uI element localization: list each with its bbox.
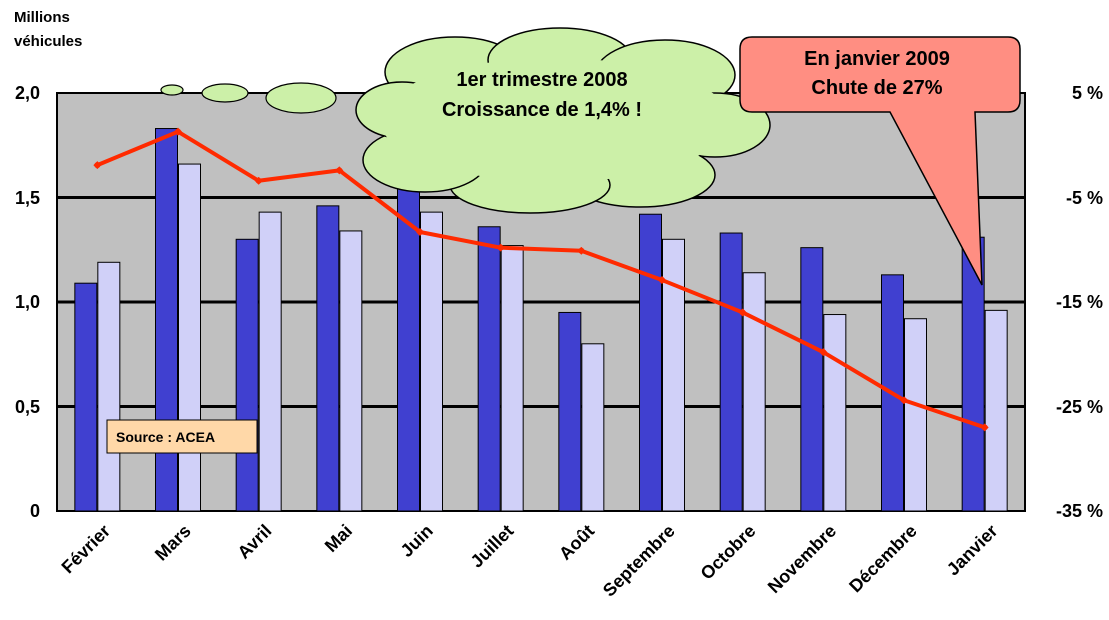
bar [97, 261, 121, 512]
x-tick-label: Août [555, 521, 598, 564]
bar [477, 226, 501, 512]
line-point [981, 424, 988, 431]
right-tick-label: -5 % [1066, 188, 1103, 208]
x-tick-label: Juillet [467, 521, 518, 572]
bar [420, 211, 443, 512]
x-tick-label: Juin [397, 521, 437, 561]
x-tick-label: Novembre [764, 521, 840, 597]
line-point [497, 244, 504, 251]
left-tick-label: 0,5 [15, 397, 40, 417]
x-tick-label: Février [58, 521, 115, 578]
left-axis-ticks: 0 0,5 1,0 1,5 2,0 [15, 83, 40, 521]
y-unit-label-line1: Millions [14, 9, 70, 26]
bar [500, 245, 524, 512]
line-point [94, 162, 101, 169]
x-tick-label: Avril [234, 521, 276, 563]
line-point [417, 228, 423, 235]
bar [178, 163, 201, 512]
line-point [255, 177, 262, 184]
bar [904, 318, 927, 512]
left-tick-label: 1,0 [15, 292, 40, 312]
bar [155, 128, 178, 512]
line-point [739, 309, 746, 316]
line-point [659, 277, 665, 284]
cloud-line1: 1er trimestre 2008 [456, 69, 627, 91]
x-tick-label: Septembre [599, 521, 679, 601]
bar [742, 272, 766, 512]
x-tick-label: Décembre [845, 521, 921, 597]
x-tick-label: Mars [151, 521, 195, 565]
cloud-line2: Croissance de 1,4% ! [442, 99, 642, 121]
right-tick-label: -15 % [1056, 292, 1103, 312]
growth-line [93, 127, 989, 432]
bar [74, 282, 98, 512]
left-tick-label: 1,5 [15, 188, 40, 208]
bar [235, 238, 259, 512]
line-point [336, 167, 343, 174]
x-tick-label: Janvier [943, 521, 1002, 580]
line-point [901, 397, 907, 404]
left-tick-label: 2,0 [15, 83, 40, 103]
right-tick-label: -25 % [1056, 397, 1103, 417]
line-point [820, 349, 827, 356]
right-tick-label: 5 % [1072, 83, 1103, 103]
bar [719, 232, 743, 512]
bar [581, 343, 605, 512]
x-tick-label: Mai [321, 521, 356, 556]
callout-line2: Chute de 27% [811, 77, 942, 99]
callout-line1: En janvier 2009 [804, 48, 950, 70]
line-point [578, 247, 585, 254]
growth-points [94, 128, 988, 431]
callout-annotation: En janvier 2009 Chute de 27% [739, 36, 1021, 286]
y-unit-label-line2: véhicules [14, 33, 82, 50]
bar [823, 314, 847, 512]
bar [984, 309, 1008, 512]
right-axis-ticks: -35 % -25 % -15 % -5 % 5 % [1056, 83, 1103, 521]
right-tick-label: -35 % [1056, 501, 1103, 521]
bar [397, 186, 420, 512]
bar [558, 311, 582, 512]
line-point [175, 128, 181, 135]
source-box [106, 419, 258, 454]
bar [258, 211, 282, 512]
bar [800, 247, 824, 512]
source-label: Source : ACEA [116, 429, 215, 445]
x-axis-labels: Février Mars Avril Mai Juin Juillet Août Septem… [58, 521, 1002, 601]
bar [316, 205, 340, 512]
bar [339, 230, 363, 512]
bar [639, 213, 662, 512]
x-tick-label: Octobre [697, 521, 760, 584]
left-tick-label: 0 [30, 501, 40, 521]
